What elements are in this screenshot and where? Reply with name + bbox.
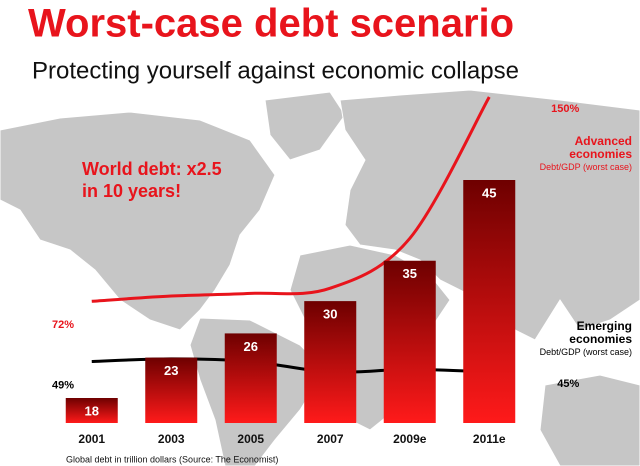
line — [91, 96, 491, 303]
chart-title: Worst-case debt scenario — [28, 2, 514, 46]
annotation: in 10 years! — [82, 181, 181, 201]
chart-subtitle: Protecting yourself against economic col… — [32, 57, 519, 84]
data-label: 150% — [551, 103, 579, 115]
bar — [383, 260, 436, 423]
legend-note: Debt/GDP (worst case) — [539, 347, 632, 357]
data-label: 18 — [85, 403, 99, 418]
bar — [463, 180, 516, 423]
legend-entry: Advanced economies Debt/GDP (worst case) — [522, 135, 632, 173]
x-tick-label: 2007 — [317, 432, 344, 446]
legend-label: Emerging economies — [569, 319, 632, 346]
data-label: 45 — [482, 185, 496, 200]
data-label: 26 — [244, 339, 258, 354]
data-label: 72% — [52, 319, 74, 331]
legend-entry: Emerging economies Debt/GDP (worst case) — [522, 320, 632, 358]
bar — [65, 398, 118, 423]
legend-label: Advanced economies — [569, 134, 632, 161]
x-tick-label: 2011e — [473, 432, 506, 446]
bar — [304, 301, 357, 423]
bar — [145, 357, 198, 423]
annotation: World debt: x2.5 — [82, 159, 222, 179]
data-label: 35 — [403, 266, 417, 281]
footnote: Global debt in trillion dollars (Source:… — [66, 454, 278, 464]
x-tick-label: 2009e — [393, 432, 427, 446]
data-label: 30 — [323, 307, 337, 322]
x-tick-label: 2003 — [158, 432, 185, 446]
x-tick-label: 2001 — [78, 432, 105, 446]
x-tick-label: 2005 — [237, 432, 264, 446]
legend-note: Debt/GDP (worst case) — [539, 162, 632, 172]
data-label: 45% — [557, 378, 579, 390]
data-label: 49% — [52, 379, 74, 391]
bar — [224, 333, 277, 423]
data-label: 23 — [164, 363, 178, 378]
